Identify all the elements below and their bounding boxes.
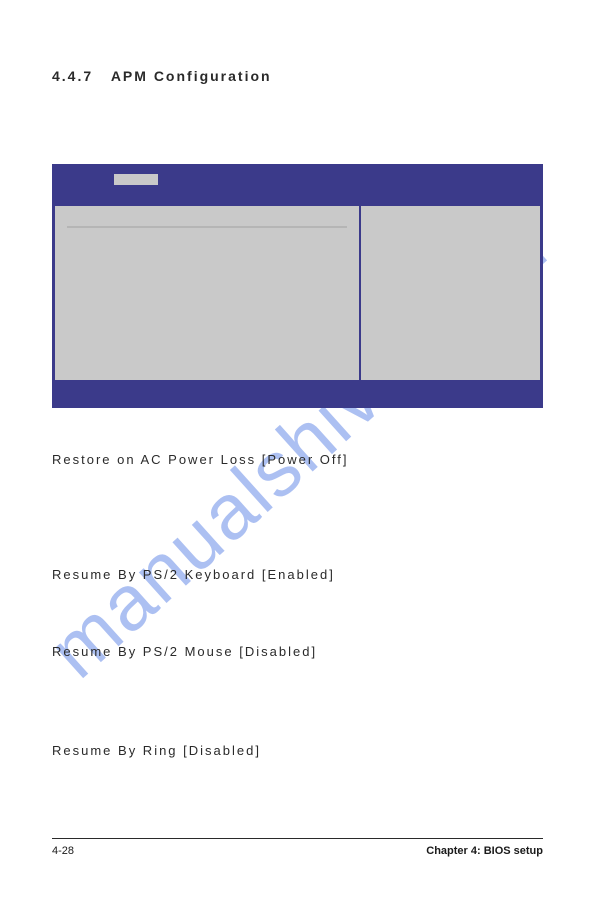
bios-help-panel — [359, 206, 540, 380]
bios-main-panel — [55, 206, 359, 380]
setting-label: Resume By PS/2 Keyboard — [52, 567, 256, 582]
bios-header-bar — [52, 164, 543, 206]
section-heading: 4.4.7 APM Configuration — [52, 68, 595, 84]
setting-value: [Disabled] — [239, 644, 317, 659]
setting-value: [Power Off] — [262, 452, 349, 467]
setting-row: Resume By Ring [Disabled] — [52, 743, 595, 758]
page-footer: 4-28 Chapter 4: BIOS setup — [0, 838, 595, 857]
bios-panel-divider — [67, 226, 347, 228]
setting-row: Resume By PS/2 Keyboard [Enabled] — [52, 567, 595, 582]
setting-label: Restore on AC Power Loss — [52, 452, 256, 467]
footer-chapter: Chapter 4: BIOS setup — [426, 845, 543, 857]
bios-footer-bar — [52, 380, 543, 408]
bios-screenshot-frame — [52, 164, 543, 408]
footer-rule — [52, 838, 543, 839]
setting-label: Resume By Ring — [52, 743, 178, 758]
section-number: 4.4.7 — [52, 68, 93, 84]
section-title: APM Configuration — [111, 68, 272, 84]
setting-value: [Enabled] — [262, 567, 335, 582]
setting-value: [Disabled] — [183, 743, 261, 758]
footer-page-number: 4-28 — [52, 845, 74, 857]
setting-row: Restore on AC Power Loss [Power Off] — [52, 452, 595, 467]
bios-tab-indicator — [114, 174, 158, 185]
setting-label: Resume By PS/2 Mouse — [52, 644, 234, 659]
setting-row: Resume By PS/2 Mouse [Disabled] — [52, 644, 595, 659]
